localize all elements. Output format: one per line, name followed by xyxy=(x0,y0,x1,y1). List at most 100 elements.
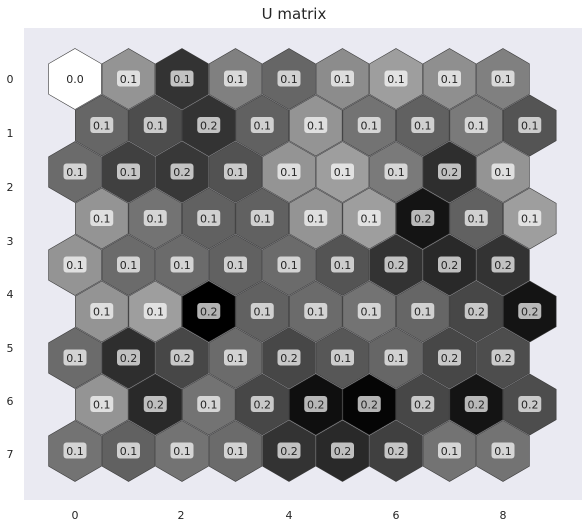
cell-label-box xyxy=(117,349,140,366)
cell-label: 0.2 xyxy=(494,259,512,272)
cell-label-box xyxy=(197,303,221,319)
cell-label-box xyxy=(357,303,381,319)
cell-label: 0.1 xyxy=(361,213,379,226)
cell-label: 0.2 xyxy=(414,399,432,412)
cell-label: 0.2 xyxy=(468,306,486,319)
cell-label-box xyxy=(170,163,194,180)
x-tick-label: 4 xyxy=(286,509,293,522)
cell-label: 0.1 xyxy=(334,73,352,86)
cell-label: 0.2 xyxy=(387,445,405,458)
cell-label-box xyxy=(357,117,381,133)
cell-label-box xyxy=(518,303,542,319)
cell-label-box xyxy=(170,70,194,87)
cell-label: 0.2 xyxy=(173,166,191,179)
cell-label-box xyxy=(304,396,328,412)
cell-label: 0.1 xyxy=(173,259,191,272)
cell-label: 0.2 xyxy=(441,259,459,272)
cell-label-box xyxy=(63,349,87,366)
y-tick-label: 7 xyxy=(7,448,14,461)
cell-label: 0.1 xyxy=(147,120,165,133)
cell-label-box xyxy=(90,210,114,226)
cell-label: 0.2 xyxy=(441,166,459,179)
cell-label: 0.1 xyxy=(361,120,379,133)
cell-label-box xyxy=(438,442,461,459)
cell-label-box xyxy=(90,117,114,133)
cell-label: 0.1 xyxy=(66,445,84,458)
cell-label: 0.2 xyxy=(200,120,218,133)
cell-label: 0.1 xyxy=(120,73,138,86)
cell-label: 0.2 xyxy=(414,213,432,226)
cell-label: 0.1 xyxy=(227,166,245,179)
cell-label: 0.2 xyxy=(147,399,165,412)
cell-label-box xyxy=(411,117,435,133)
cell-label-box xyxy=(224,163,247,180)
cell-label-box xyxy=(384,70,408,87)
cell-label-box xyxy=(250,117,274,133)
cell-label-box xyxy=(518,396,542,412)
cell-label-box xyxy=(411,396,435,412)
cell-label: 0.2 xyxy=(200,306,218,319)
cell-label-box xyxy=(117,163,140,180)
cell-label-box xyxy=(63,163,87,180)
cell-label-box xyxy=(384,256,408,273)
cell-label: 0.1 xyxy=(173,73,191,86)
cell-label-box xyxy=(197,396,221,412)
cell-label: 0.1 xyxy=(334,352,352,365)
cell-label-box xyxy=(464,210,488,226)
cell-label-box xyxy=(411,303,435,319)
cell-label-box xyxy=(90,303,114,319)
cell-label: 0.2 xyxy=(494,352,512,365)
y-tick-label: 3 xyxy=(7,235,14,248)
cell-label: 0.1 xyxy=(494,166,512,179)
cell-label-box xyxy=(411,210,435,226)
cell-label: 0.1 xyxy=(254,120,272,133)
cell-label: 0.2 xyxy=(441,352,459,365)
cell-label: 0.1 xyxy=(227,445,245,458)
cell-label: 0.0 xyxy=(66,73,84,86)
cell-label: 0.1 xyxy=(307,120,325,133)
cell-label-box xyxy=(331,349,354,366)
cell-label-box xyxy=(143,117,167,133)
y-tick-label: 5 xyxy=(7,342,14,355)
cell-label: 0.2 xyxy=(120,352,138,365)
cell-label-box xyxy=(143,396,167,412)
cell-label: 0.1 xyxy=(66,166,84,179)
cell-label: 0.1 xyxy=(307,213,325,226)
x-tick-label: 6 xyxy=(393,509,400,522)
cell-label: 0.1 xyxy=(66,352,84,365)
cell-label-box xyxy=(464,303,488,319)
cell-label-box xyxy=(143,210,167,226)
y-tick-label: 1 xyxy=(7,127,14,140)
y-tick-label: 2 xyxy=(7,181,14,194)
cell-label: 0.1 xyxy=(227,352,245,365)
cell-label-box xyxy=(384,163,408,180)
cell-label-box xyxy=(491,70,515,87)
cell-label-box xyxy=(277,163,301,180)
cell-label: 0.1 xyxy=(93,399,111,412)
cell-label-box xyxy=(117,442,140,459)
cell-label: 0.1 xyxy=(93,306,111,319)
cell-label: 0.1 xyxy=(147,213,165,226)
cell-label-box xyxy=(304,210,328,226)
cell-label: 0.1 xyxy=(307,306,325,319)
cell-label: 0.1 xyxy=(387,352,405,365)
cell-label: 0.1 xyxy=(200,213,218,226)
cell-label-box xyxy=(170,442,194,459)
cell-label: 0.2 xyxy=(387,259,405,272)
cell-label: 0.2 xyxy=(173,352,191,365)
cell-label: 0.1 xyxy=(93,213,111,226)
cell-label: 0.1 xyxy=(120,166,138,179)
cell-label: 0.1 xyxy=(387,73,405,86)
cell-label: 0.1 xyxy=(414,306,432,319)
cell-label-box xyxy=(90,396,114,412)
cell-label: 0.1 xyxy=(361,306,379,319)
cell-label: 0.2 xyxy=(280,352,298,365)
cell-label-box xyxy=(464,396,488,412)
cell-label-box xyxy=(117,70,140,87)
cell-label-box xyxy=(250,303,274,319)
cell-label: 0.1 xyxy=(147,306,165,319)
cell-label-box xyxy=(277,442,301,459)
cell-label-box xyxy=(438,349,461,366)
cell-label: 0.2 xyxy=(521,306,539,319)
